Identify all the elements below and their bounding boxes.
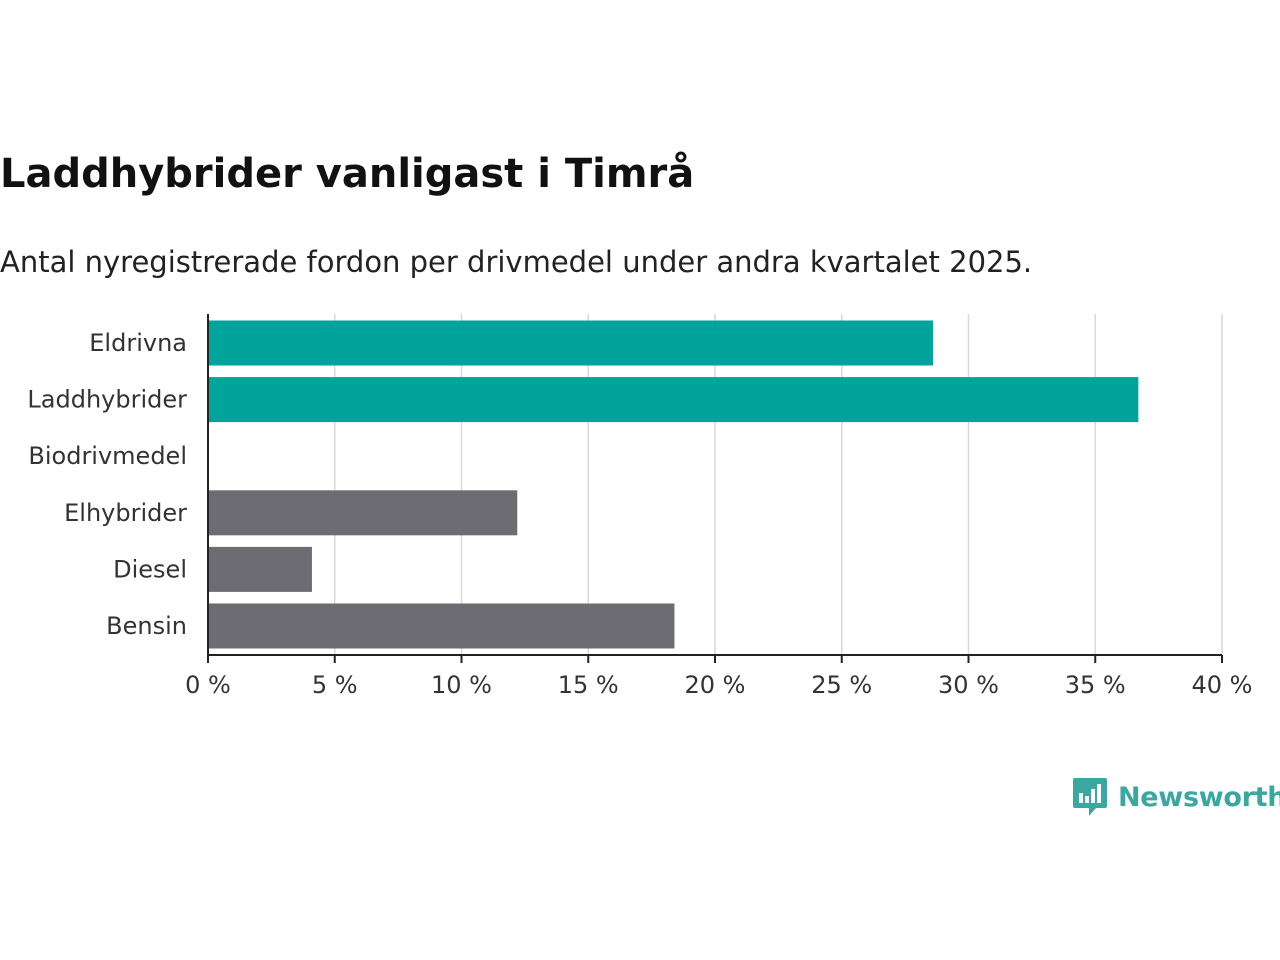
gridlines [334,314,1223,655]
newsworthy-logo-icon [1073,778,1107,816]
chart-subtitle: Antal nyregistrerade fordon per drivmede… [0,245,1033,279]
tick-label: 5 % [312,671,358,699]
brand-name: Newsworthy [1118,781,1280,813]
category-label: Eldrivna [89,329,187,357]
category-label: Biodrivmedel [28,442,187,470]
bars [208,320,1139,649]
tick-label: 30 % [938,671,999,699]
category-labels: Eldrivna Laddhybrider Biodrivmedel Elhybrid… [27,329,187,640]
tick-label: 15 % [558,671,619,699]
bar [208,603,675,649]
bar [208,377,1139,423]
chart-title: Laddhybrider vanligast i Timrå [0,151,695,197]
category-label: Elhybrider [64,499,187,527]
tick-label: 40 % [1192,671,1253,699]
bar [208,320,934,366]
bar [208,546,312,592]
bar-chart: Eldrivna Laddhybrider Biodrivmedel Elhybrid… [27,314,1252,699]
category-label: Laddhybrider [27,386,187,414]
category-label: Diesel [113,555,187,583]
tick-label: 20 % [685,671,746,699]
tick-label: 35 % [1065,671,1126,699]
newsworthy-logo: Newsworthy [1072,776,1280,818]
x-axis: 0 % 5 % 10 % 15 % 20 % 25 % 30 % 35 % 40 % [185,314,1252,699]
tick-label: 0 % [185,671,231,699]
tick-label: 25 % [811,671,872,699]
bar [208,490,518,536]
category-label: Bensin [106,612,187,640]
tick-label: 10 % [431,671,492,699]
